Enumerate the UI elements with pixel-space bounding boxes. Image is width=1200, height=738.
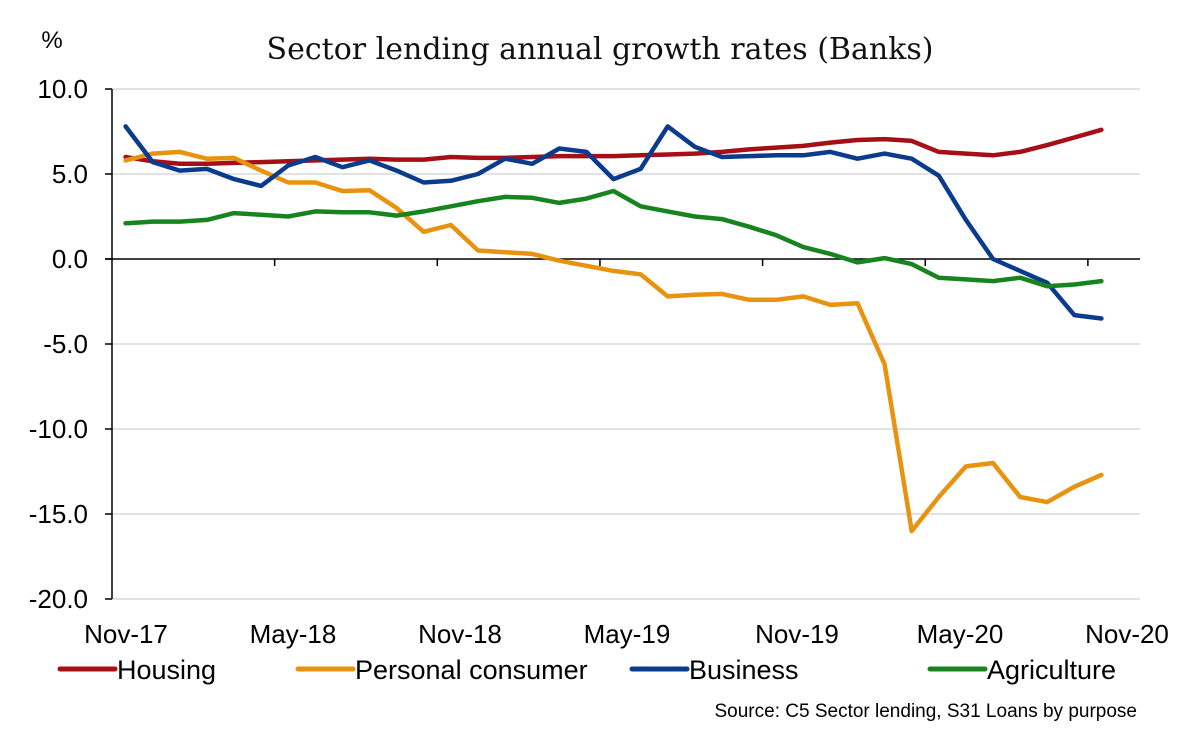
y-tick-label: -20.0	[29, 584, 88, 614]
y-tick-label: 5.0	[52, 159, 88, 189]
source-note: Source: C5 Sector lending, S31 Loans by …	[715, 701, 1138, 722]
legend-item-housing: Housing	[57, 655, 216, 685]
y-axis-unit-label: %	[41, 27, 62, 54]
x-tick-label: Nov-20	[1085, 619, 1169, 649]
series-line-agriculture	[123, 188, 1104, 289]
x-tick-label: May-18	[250, 619, 337, 649]
y-tick-label: 10.0	[37, 74, 88, 104]
y-tick-label: -5.0	[43, 329, 88, 359]
legend: Housing Personal consumer Business Agricult…	[57, 655, 1116, 685]
x-tick-label: Nov-18	[418, 619, 502, 649]
y-axis-ticks: 10.0 5.0 0.0 -5.0 -10.0 -15.0 -20.0	[29, 74, 112, 614]
gridlines	[112, 88, 1140, 600]
y-tick-label: 0.0	[52, 244, 88, 274]
series-line-personal-consumer	[123, 149, 1104, 534]
x-axis-ticks: Nov-17 May-18 Nov-18 May-19 Nov-19 May-20 Nov-…	[84, 259, 1169, 649]
x-tick-label: May-19	[584, 619, 671, 649]
x-tick-label: Nov-17	[84, 619, 168, 649]
x-tick-label: May-20	[917, 619, 1004, 649]
legend-item-agriculture: Agriculture	[927, 655, 1116, 685]
series-lines	[123, 124, 1104, 534]
legend-label: Business	[689, 655, 799, 685]
chart-title: Sector lending annual growth rates (Bank…	[267, 32, 934, 67]
legend-item-personal-consumer: Personal consumer	[295, 655, 588, 685]
y-tick-label: -15.0	[29, 499, 88, 529]
series-line-business	[123, 124, 1104, 321]
series-line-housing	[123, 127, 1104, 167]
legend-label: Personal consumer	[355, 655, 588, 685]
legend-label: Agriculture	[987, 655, 1116, 685]
y-tick-label: -10.0	[29, 414, 88, 444]
x-tick-label: Nov-19	[755, 619, 839, 649]
legend-label: Housing	[117, 655, 216, 685]
legend-item-business: Business	[629, 655, 799, 685]
